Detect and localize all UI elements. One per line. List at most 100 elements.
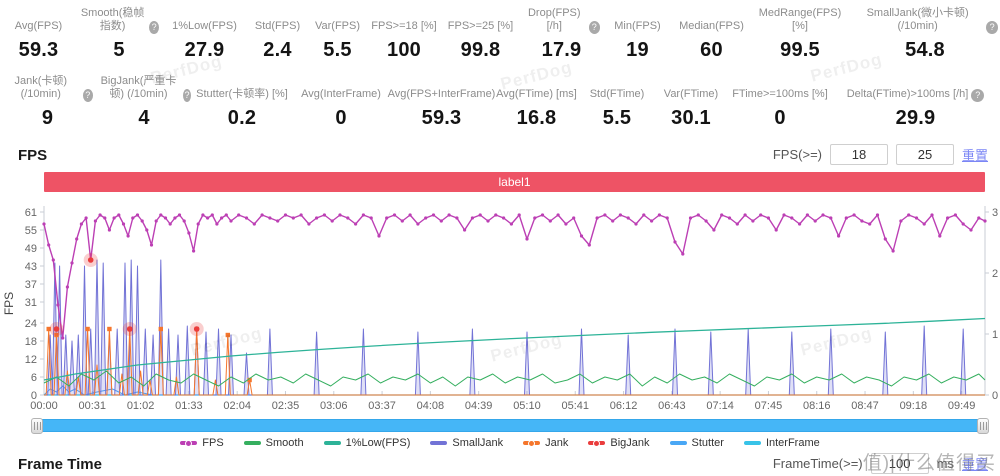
legend-label: Smooth — [265, 437, 304, 449]
stat-cell: FTime>=100ms [%] 0 — [729, 72, 831, 130]
svg-text:07:45: 07:45 — [755, 400, 783, 412]
chart-label-banner[interactable]: label1 — [44, 172, 985, 192]
stat-label-text: Stutter(卡顿率) [%] — [196, 88, 288, 101]
legend-label: SmallJank — [452, 437, 504, 449]
stat-value: 0.2 — [227, 107, 257, 129]
svg-text:0: 0 — [31, 390, 37, 402]
scrollbar-left-handle[interactable] — [31, 418, 43, 434]
svg-text:31: 31 — [25, 297, 37, 309]
stat-label-text: Avg(InterFrame) — [301, 88, 381, 101]
svg-text:FPS: FPS — [2, 292, 16, 315]
stat-label: Std(FTime) — [588, 72, 647, 102]
stat-value: 0 — [774, 107, 786, 129]
stat-value: 27.9 — [184, 39, 225, 61]
svg-text:08:47: 08:47 — [851, 400, 879, 412]
legend-item-1-low-fps-[interactable]: 1%Low(FPS) — [323, 437, 410, 449]
legend-item-jank[interactable]: Jank — [523, 437, 568, 449]
svg-text:1: 1 — [992, 329, 998, 341]
stat-value: 5.5 — [602, 107, 632, 129]
legend-label: FPS — [202, 437, 224, 449]
legend-item-smooth[interactable]: Smooth — [243, 437, 304, 449]
stat-value: 29.9 — [895, 107, 936, 129]
legend-swatch — [323, 441, 341, 445]
legend-swatch — [669, 441, 687, 445]
stat-cell: MedRange(FPS)[%] 99.5 — [750, 4, 850, 62]
svg-text:55: 55 — [25, 225, 37, 237]
stat-label: Delta(FTime)>100ms [/h]? — [845, 72, 987, 102]
stat-cell: BigJank(严重卡顿) (/10min)? 4 — [95, 72, 193, 130]
help-icon[interactable]: ? — [588, 21, 600, 34]
fps-threshold-input-1[interactable] — [829, 144, 888, 165]
stat-cell: Jank(卡顿) (/10min)? 9 — [0, 72, 95, 130]
legend-item-bigjank[interactable]: BigJank — [588, 437, 650, 449]
help-icon[interactable]: ? — [182, 89, 191, 102]
stat-cell: Var(FPS) 5.5 — [307, 4, 368, 62]
legend-swatch — [243, 441, 261, 445]
svg-text:00:00: 00:00 — [30, 400, 58, 412]
stat-value: 59.3 — [421, 107, 462, 129]
legend-item-stutter[interactable]: Stutter — [669, 437, 724, 449]
stat-cell: Avg(FPS) 59.3 — [0, 4, 77, 62]
legend-label: Jank — [545, 437, 569, 449]
stat-label-text: FPS>=25 [%] — [447, 20, 514, 33]
legend-label: InterFrame — [765, 437, 820, 449]
stat-label-text: Drop(FPS) [/h] — [527, 6, 581, 33]
legend-label: Stutter — [691, 437, 724, 449]
help-icon[interactable]: ? — [986, 21, 998, 34]
frametime-threshold-label: FrameTime(>=) — [772, 456, 863, 471]
frame-time-section-title: Frame Time — [18, 456, 102, 473]
stat-label-text: SmallJank(微小卡顿) (/10min) — [866, 6, 969, 33]
fps-threshold-input-2[interactable] — [895, 144, 954, 165]
legend-swatch — [743, 441, 761, 445]
fps-reset-link[interactable]: 重置 — [961, 148, 988, 163]
stat-label: Avg(FPS+InterFrame) — [386, 72, 498, 102]
legend-item-smalljank[interactable]: SmallJank — [430, 437, 503, 449]
stat-cell: FPS>=18 [%] 100 — [368, 4, 440, 62]
stat-label: FPS>=25 [%] — [446, 4, 515, 34]
legend-item-fps[interactable]: FPS — [180, 437, 224, 449]
svg-text:49: 49 — [25, 243, 37, 255]
scrollbar-right-handle[interactable] — [977, 418, 989, 434]
stat-label-text: FTime>=100ms [%] — [732, 88, 828, 101]
stats-row-1: Avg(FPS) 59.3 Smooth(稳帧指数)? 5 1%Low(FPS) 27.9… — [0, 4, 1000, 62]
stat-label-text: Smooth(稳帧指数) — [80, 6, 145, 33]
frametime-threshold-input[interactable] — [870, 453, 929, 474]
svg-text:01:02: 01:02 — [127, 400, 155, 412]
stat-value: 0 — [335, 107, 347, 129]
stat-label-text: Avg(FPS+InterFrame) — [387, 88, 496, 101]
help-icon[interactable]: ? — [149, 21, 159, 34]
stat-label: BigJank(严重卡顿) (/10min)? — [95, 72, 193, 102]
svg-text:07:14: 07:14 — [706, 400, 734, 412]
help-icon[interactable]: ? — [82, 89, 93, 102]
stat-label-text: Var(FTime) — [663, 88, 719, 101]
svg-text:06:43: 06:43 — [658, 400, 686, 412]
stat-label-text: Avg(FTime) [ms] — [496, 88, 577, 101]
stat-label: Var(FPS) — [313, 4, 362, 34]
svg-text:01:33: 01:33 — [175, 400, 203, 412]
svg-text:0: 0 — [992, 390, 998, 402]
svg-text:09:18: 09:18 — [900, 400, 928, 412]
stat-value: 17.9 — [541, 39, 582, 61]
stat-label-text: Median(FPS) — [679, 20, 744, 33]
help-icon[interactable]: ? — [971, 89, 985, 102]
stat-label: FPS>=18 [%] — [369, 4, 438, 34]
stat-value: 99.5 — [780, 39, 820, 61]
frametime-reset-link[interactable]: 重置 — [961, 457, 988, 472]
legend-swatch — [430, 441, 448, 445]
chart-scrollbar[interactable] — [31, 418, 989, 434]
stat-cell: FPS>=25 [%] 99.8 — [440, 4, 521, 62]
svg-text:18: 18 — [25, 336, 37, 348]
chart-legend: FPS Smooth 1%Low(FPS) SmallJank Jank BigJank S… — [0, 437, 1000, 449]
stat-value: 59.3 — [18, 39, 59, 61]
stat-cell: Min(FPS) 19 — [602, 4, 673, 62]
svg-text:2: 2 — [992, 268, 998, 280]
svg-text:04:08: 04:08 — [417, 400, 445, 412]
stat-label-text: Min(FPS) — [614, 20, 661, 33]
stat-label: Smooth(稳帧指数)? — [77, 4, 161, 34]
legend-item-interframe[interactable]: InterFrame — [743, 437, 820, 449]
svg-text:03:06: 03:06 — [320, 400, 348, 412]
svg-text:04:39: 04:39 — [465, 400, 493, 412]
stat-label-text: 1%Low(FPS) — [172, 20, 237, 33]
frametime-unit-label: ms — [936, 456, 954, 471]
